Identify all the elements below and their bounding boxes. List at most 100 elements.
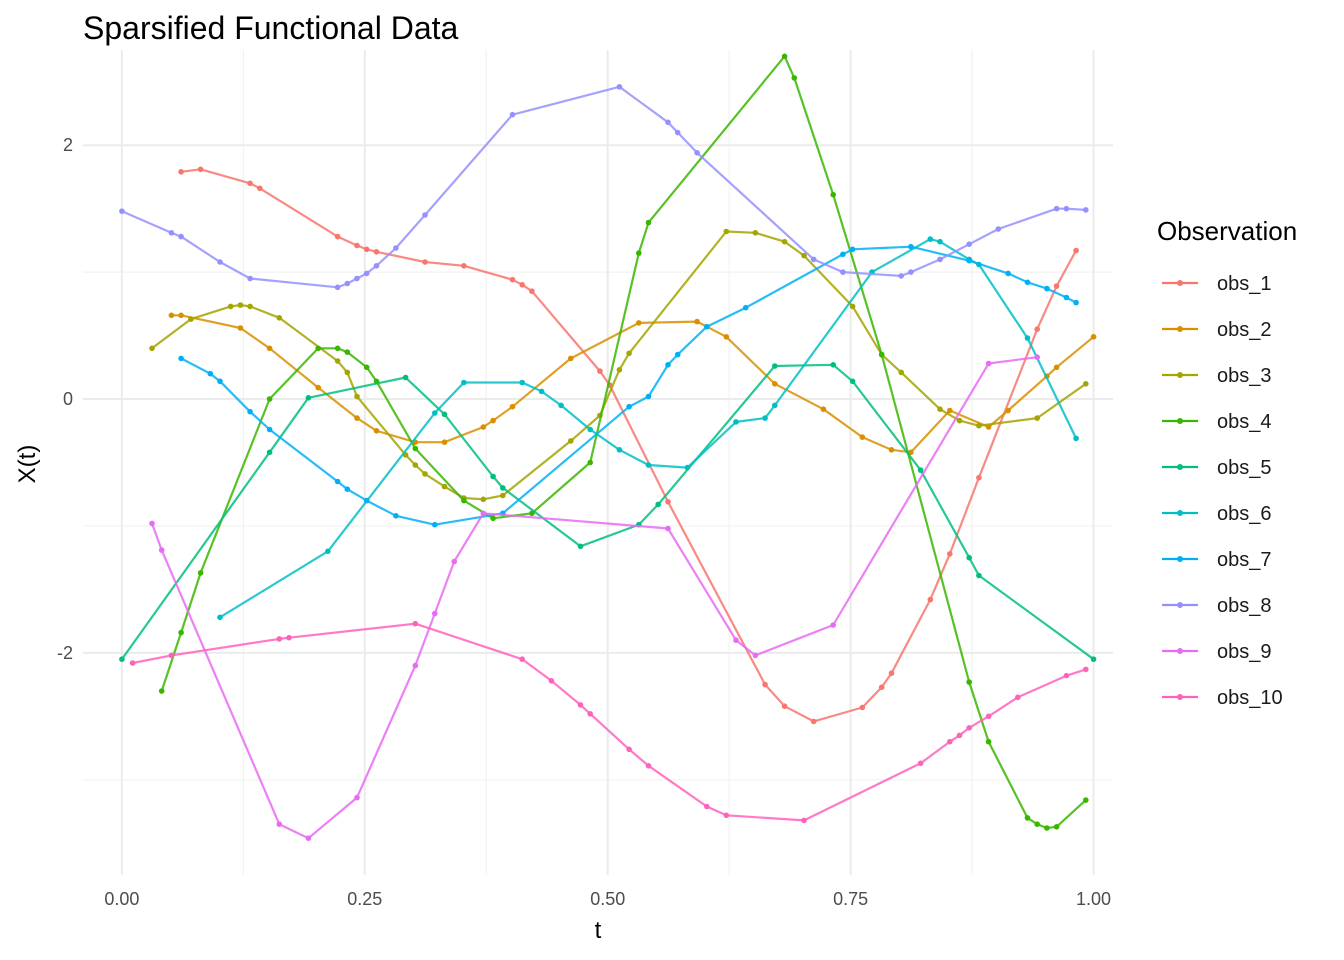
data-point	[830, 191, 836, 198]
data-point	[217, 378, 223, 385]
data-point	[509, 403, 516, 410]
series-obs-9	[149, 354, 1040, 841]
data-point	[626, 350, 632, 357]
data-point	[207, 370, 214, 377]
data-point	[1034, 354, 1040, 361]
data-point	[461, 263, 467, 269]
legend-item: obs_8	[1162, 595, 1272, 617]
data-point	[422, 259, 428, 265]
data-point	[849, 378, 856, 385]
data-point	[412, 462, 419, 468]
data-point	[694, 318, 700, 325]
data-point	[412, 662, 419, 669]
data-point	[801, 252, 807, 259]
data-point	[266, 345, 273, 352]
data-point	[665, 119, 671, 126]
data-point	[168, 652, 175, 659]
data-point	[781, 238, 788, 245]
data-point	[859, 704, 866, 711]
data-point	[441, 439, 448, 446]
data-point	[1063, 672, 1070, 679]
data-point	[781, 703, 788, 709]
data-point	[422, 212, 428, 218]
axis-labels: t X(t)	[14, 445, 602, 944]
data-point	[840, 251, 846, 258]
data-point	[412, 445, 419, 452]
data-point	[149, 345, 155, 352]
data-point	[432, 521, 438, 528]
legend-item: obs_7	[1162, 549, 1272, 571]
data-point	[966, 554, 972, 561]
data-point	[917, 760, 924, 767]
series-line	[160, 55, 1087, 830]
data-point	[937, 256, 943, 263]
data-point	[878, 684, 885, 690]
data-point	[266, 426, 273, 433]
x-tick-label: 0.50	[590, 889, 625, 909]
data-point	[178, 629, 184, 636]
data-point	[1053, 283, 1060, 289]
x-tick-label: 0.25	[347, 889, 382, 909]
data-point	[1024, 279, 1031, 286]
data-point	[432, 610, 438, 617]
data-point	[723, 334, 730, 340]
series-line	[180, 168, 1078, 723]
data-point	[665, 499, 671, 505]
data-point	[373, 428, 380, 434]
legend-key-point	[1177, 602, 1183, 608]
data-point	[286, 634, 292, 641]
data-point	[810, 718, 817, 725]
data-point	[704, 323, 710, 330]
data-point	[1053, 824, 1060, 830]
data-point	[898, 273, 904, 279]
data-point	[898, 369, 904, 376]
data-point	[1044, 285, 1050, 292]
legend-key-point	[1177, 326, 1183, 332]
data-point	[334, 233, 341, 240]
data-point	[490, 515, 496, 522]
legend-item: obs_6	[1162, 503, 1272, 525]
data-point	[587, 426, 593, 433]
data-point	[344, 280, 351, 287]
series-obs-4	[158, 53, 1089, 831]
data-point	[908, 269, 914, 275]
data-point	[500, 485, 506, 491]
data-point	[422, 471, 428, 477]
data-point	[247, 408, 253, 415]
series-obs-7	[178, 243, 1079, 528]
legend-item: obs_5	[1162, 457, 1272, 479]
data-point	[188, 316, 194, 322]
data-point	[985, 713, 992, 720]
legend-item: obs_9	[1162, 641, 1272, 663]
data-point	[412, 620, 419, 627]
data-point	[548, 678, 555, 684]
data-point	[665, 525, 671, 532]
legend-key-point	[1177, 372, 1183, 378]
data-point	[451, 558, 458, 565]
data-point	[976, 474, 982, 481]
series-obs-10	[129, 620, 1089, 824]
data-point	[752, 230, 759, 236]
data-point	[363, 364, 370, 371]
data-point	[266, 449, 273, 456]
series-obs-3	[149, 228, 1089, 503]
data-point	[402, 374, 409, 381]
data-point	[645, 219, 652, 226]
data-point	[976, 422, 982, 429]
legend-label: obs_8	[1217, 595, 1272, 617]
data-point	[1024, 815, 1031, 821]
chart-title: Sparsified Functional Data	[83, 10, 459, 46]
legend-key-point	[1177, 464, 1183, 470]
data-point	[276, 636, 283, 642]
data-point	[772, 363, 778, 369]
data-point	[947, 551, 953, 557]
data-point	[490, 417, 496, 424]
data-point	[577, 543, 584, 550]
data-point	[791, 75, 798, 81]
data-point	[266, 396, 273, 402]
data-point	[217, 259, 223, 265]
data-point	[315, 384, 322, 391]
data-point	[645, 462, 652, 468]
data-point	[344, 349, 351, 355]
data-point	[568, 438, 574, 444]
